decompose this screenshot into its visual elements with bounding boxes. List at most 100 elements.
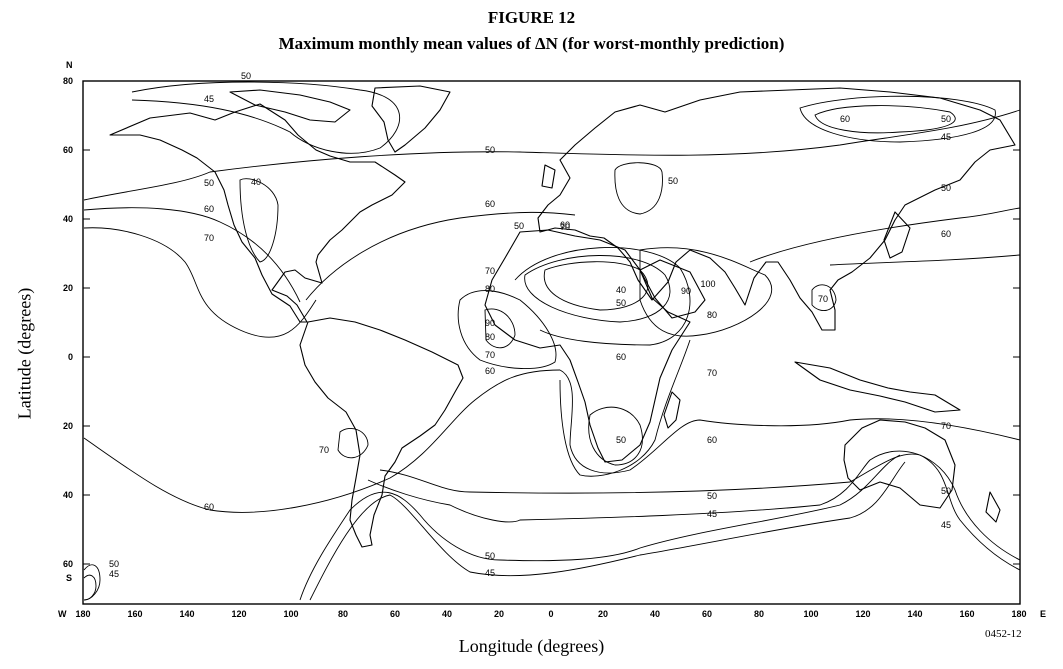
lon-tick-label: 20: [598, 609, 608, 619]
lon-tick-label: 80: [338, 609, 348, 619]
lon-tick-label: 60: [702, 609, 712, 619]
new-zealand-coast: [985, 491, 1001, 523]
contour-label: 50: [616, 298, 626, 308]
north-america-coast: [109, 103, 406, 323]
contour-line: [309, 461, 906, 601]
contour-label: 70: [204, 233, 214, 243]
eurasia-coast: [537, 87, 1016, 331]
map-frame: [82, 80, 1021, 605]
lon-tick-label: 140: [907, 609, 922, 619]
lon-tick-label: 80: [754, 609, 764, 619]
lon-tick-labels: 180 160 140 120 100 80 60 40 20 0 20 40 …: [75, 609, 1026, 619]
contour-line: [559, 339, 691, 477]
contour-line: [239, 178, 279, 263]
contour-label: 80: [485, 284, 495, 294]
lat-tick-marks: [83, 80, 1020, 565]
contour-label: 50: [941, 486, 951, 496]
contour-label: 45: [204, 94, 214, 104]
contour-line: [543, 261, 649, 311]
east-label: E: [1040, 609, 1046, 619]
contour-line: [829, 254, 1021, 266]
contour-label: 50: [514, 221, 524, 231]
contour-line: [337, 428, 369, 459]
contour-line: [484, 308, 516, 349]
british-isles-coast: [541, 164, 556, 189]
contour-label: 45: [485, 568, 495, 578]
lon-tick-label: 20: [494, 609, 504, 619]
arabia-coast: [639, 259, 706, 319]
figure-title-text: Maximum monthly mean values of ΔN (for w…: [278, 34, 785, 53]
lon-tick-label: 160: [127, 609, 142, 619]
contour-line: [799, 95, 996, 143]
contour-label: 70: [319, 445, 329, 455]
contour-label: 50: [941, 183, 951, 193]
contour-line: [83, 207, 301, 303]
contour-line: [614, 162, 663, 215]
figure-number: FIGURE 12: [487, 8, 576, 27]
contour-label: 70: [485, 266, 495, 276]
contour-line: [299, 454, 901, 601]
contour-label: 90: [681, 286, 691, 296]
contour-label: 45: [109, 569, 119, 579]
south-america-coast: [299, 317, 464, 548]
contour-label: 60: [204, 204, 214, 214]
lat-tick-label: 20: [63, 421, 73, 431]
x-axis-label: Longitude (degrees): [458, 636, 605, 656]
lat-tick-label: 60: [63, 559, 73, 569]
contour-label: 50: [616, 435, 626, 445]
north-label: N: [66, 60, 73, 70]
greenland-coast: [371, 85, 451, 153]
contour-line: [514, 247, 691, 346]
contour-line: [83, 574, 97, 601]
contour-label: 50: [707, 491, 717, 501]
contour-line: [83, 369, 561, 513]
contour-line: [367, 450, 1021, 561]
contour-label: 50: [941, 114, 951, 124]
contour-line: [588, 406, 643, 466]
contour-label: 80: [707, 310, 717, 320]
contour-line: [379, 453, 1021, 571]
figure-code: 0452-12: [985, 628, 1022, 640]
contour-label: 40: [616, 285, 626, 295]
contour-line: [131, 81, 401, 154]
contour-label: 70: [941, 421, 951, 431]
lon-tick-label: 120: [231, 609, 246, 619]
africa-coast: [484, 229, 691, 463]
contour-label: 60: [616, 352, 626, 362]
contour-label: 70: [485, 350, 495, 360]
australia-coast: [843, 419, 956, 509]
contour-label: 80: [485, 332, 495, 342]
contour-label: 60: [485, 366, 495, 376]
lat-tick-label: 60: [63, 145, 73, 155]
contour-line: [83, 564, 101, 601]
contour-line: [524, 255, 671, 323]
lat-tick-label: 40: [63, 214, 73, 224]
lon-tick-label: 120: [855, 609, 870, 619]
contour-label: 70: [707, 368, 717, 378]
lon-tick-label: 180: [1011, 609, 1026, 619]
contour-label: 60: [840, 114, 850, 124]
canadian-arctic-islands: [229, 89, 351, 123]
lon-tick-label: 100: [283, 609, 298, 619]
lon-tick-label: 160: [959, 609, 974, 619]
lon-tick-label: 40: [442, 609, 452, 619]
lon-tick-label: 140: [179, 609, 194, 619]
contour-label: 100: [700, 279, 715, 289]
contour-label: 50: [668, 176, 678, 186]
contour-label: 45: [941, 520, 951, 530]
lon-tick-label: 180: [75, 609, 90, 619]
contour-label: 60: [485, 199, 495, 209]
contour-label: 50: [485, 145, 495, 155]
lon-tick-label: 40: [650, 609, 660, 619]
lat-tick-label: 40: [63, 490, 73, 500]
y-axis-label: Latitude (degrees): [14, 287, 35, 420]
contour-line: [639, 247, 773, 337]
contour-label: 50: [204, 178, 214, 188]
lat-tick-label: 0: [68, 352, 73, 362]
contour-labels: 50 45 60 50 45 50 50 40 60 70 60 50 70 5…: [109, 71, 951, 579]
lat-tick-label: 80: [63, 76, 73, 86]
contour-label: 70: [560, 222, 570, 232]
contour-label: 60: [941, 229, 951, 239]
madagascar-coast: [663, 391, 681, 429]
